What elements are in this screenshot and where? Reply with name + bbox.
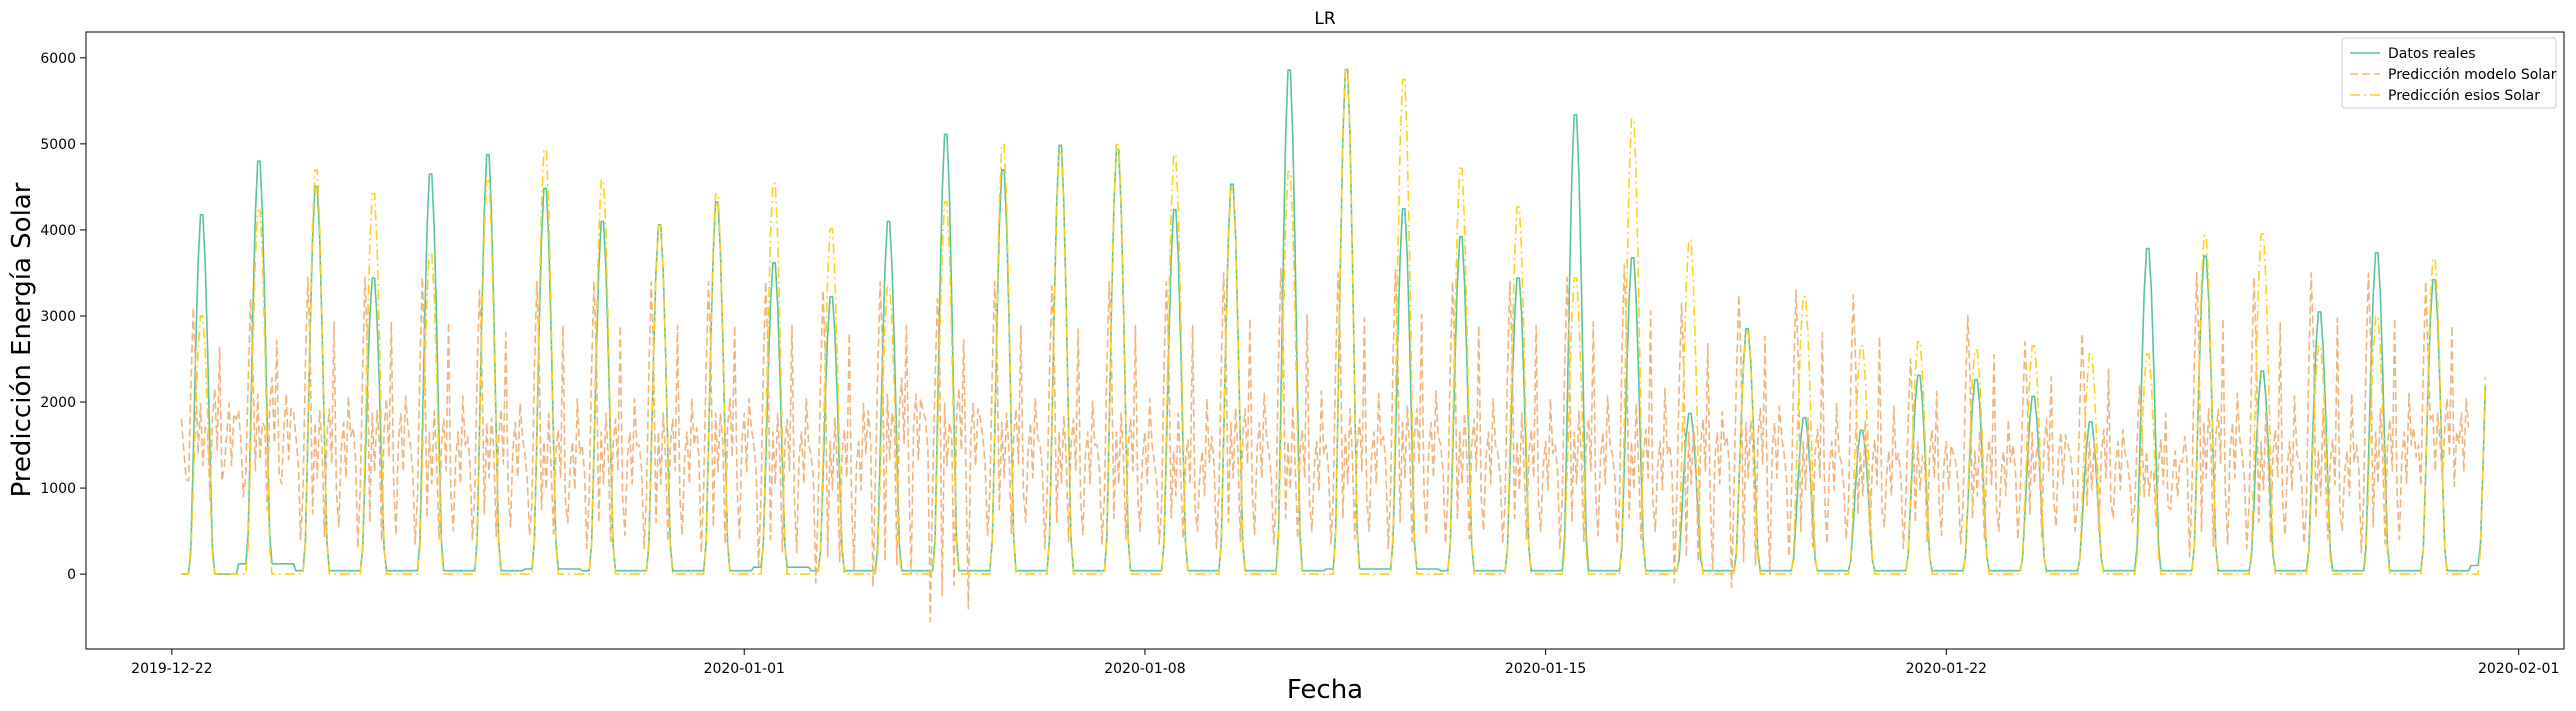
y-tick-label: 1000 — [40, 481, 76, 497]
x-axis: 2019-12-22 2020-01-01 2020-01-08 2020-01-15… — [131, 649, 2559, 677]
y-tick-label: 6000 — [40, 51, 76, 67]
y-tick-label: 3000 — [40, 309, 76, 325]
y-axis: 0 1000 2000 3000 4000 5000 6000 — [40, 51, 86, 583]
y-tick-label: 2000 — [40, 395, 76, 411]
x-tick-label: 2020-02-01 — [2478, 661, 2559, 677]
x-tick-label: 2020-01-01 — [704, 661, 785, 677]
plot-frame — [85, 31, 2565, 650]
x-tick-label: 2019-12-22 — [131, 661, 212, 677]
y-axis-label: Predicción Energía Solar — [7, 182, 37, 497]
x-tick-label: 2020-01-15 — [1505, 661, 1586, 677]
y-tick-label: 0 — [67, 567, 76, 583]
legend-label-3: Predicción esios Solar — [2388, 88, 2540, 104]
y-tick-label: 4000 — [40, 223, 76, 239]
chart-title: LR — [1314, 9, 1335, 29]
legend-label-1: Datos reales — [2388, 46, 2476, 62]
x-axis-label: Fecha — [1287, 675, 1363, 705]
y-tick-label: 5000 — [40, 137, 76, 153]
legend-label-2: Predicción modelo Solar — [2388, 67, 2557, 83]
series-layer — [180, 66, 2487, 623]
legend: Datos reales Predicción modelo Solar Predi… — [2341, 37, 2557, 109]
x-tick-label: 2020-01-08 — [1104, 661, 1185, 677]
series-line-3 — [181, 66, 2487, 575]
series-line-2 — [180, 263, 2470, 623]
legend-box — [2341, 37, 2557, 109]
x-tick-label: 2020-01-22 — [1906, 661, 1987, 677]
